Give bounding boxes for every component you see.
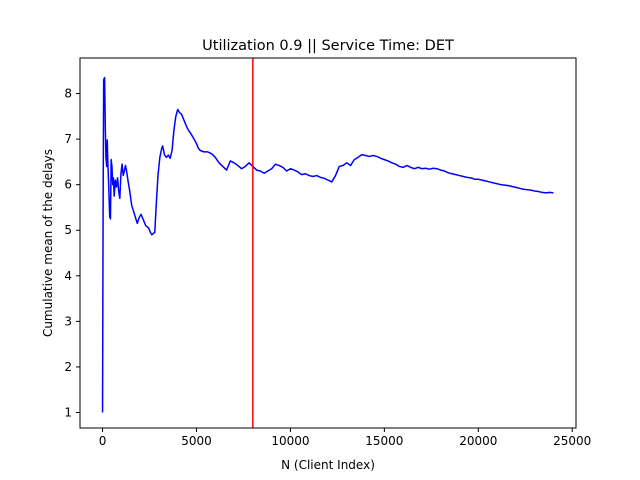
- y-tick-label: 2: [64, 360, 72, 374]
- y-tick-label: 3: [64, 314, 72, 328]
- x-tick-label: 20000: [459, 434, 497, 448]
- x-axis-label: N (Client Index): [281, 458, 375, 472]
- plot-area: [79, 57, 577, 429]
- x-tick-label: 5000: [181, 434, 212, 448]
- y-tick-label: 4: [64, 269, 72, 283]
- x-axis: 0 5000 10000 15000 20000 25000: [99, 428, 591, 448]
- plot-frame: [79, 57, 577, 429]
- y-tick-label: 7: [64, 132, 72, 146]
- y-axis: 1 2 3 4 5 6 7 8: [64, 87, 80, 420]
- x-tick-label: 10000: [271, 434, 309, 448]
- x-tick-label: 25000: [553, 434, 591, 448]
- data-layer: [101, 58, 554, 428]
- y-axis-label: Cumulative mean of the delays: [41, 149, 55, 337]
- x-tick-label: 15000: [365, 434, 403, 448]
- y-tick-label: 5: [64, 223, 72, 237]
- chart-title: Utilization 0.9 || Service Time: DET: [202, 38, 454, 54]
- y-tick-label: 6: [64, 178, 72, 192]
- y-tick-label: 8: [64, 87, 72, 101]
- y-tick-label: 1: [64, 406, 72, 420]
- x-tick-label: 0: [99, 434, 107, 448]
